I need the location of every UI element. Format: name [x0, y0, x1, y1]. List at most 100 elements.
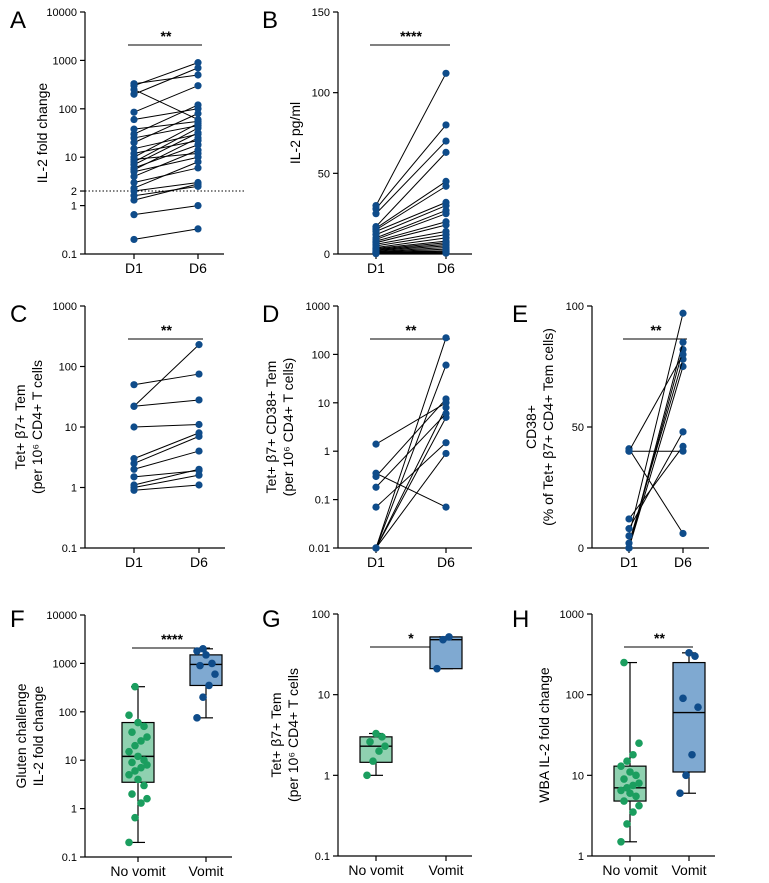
data-point	[378, 733, 386, 741]
pair-line	[133, 205, 199, 216]
pair-line	[375, 402, 447, 445]
data-point	[617, 786, 625, 795]
significance-stars: ****	[400, 28, 422, 44]
y-tick-label: 1000	[306, 301, 330, 313]
data-point-d1	[130, 115, 138, 124]
pair-line	[375, 407, 447, 549]
data-point	[685, 649, 693, 657]
x-tick-label: D1	[620, 554, 638, 570]
x-tick-label: No vomit	[348, 862, 403, 878]
y-tick-label: 10000	[46, 610, 77, 622]
x-tick-label: Vomit	[188, 863, 223, 879]
x-tick-label: Vomit	[671, 862, 706, 878]
pair-line	[133, 470, 200, 478]
pair-line	[133, 113, 199, 144]
x-tick-label: D6	[674, 554, 692, 570]
data-point	[682, 771, 690, 780]
pair-line	[133, 108, 199, 121]
data-point	[691, 652, 699, 660]
data-point	[202, 651, 210, 659]
data-point	[629, 750, 637, 759]
y-tick-label: 10	[65, 422, 77, 434]
pair-line	[375, 417, 447, 549]
y-axis-label-line: Gluten challenge	[13, 683, 29, 788]
pair-line	[133, 228, 199, 240]
data-point	[131, 741, 139, 750]
significance-stars: *	[408, 630, 414, 646]
data-point	[372, 729, 380, 738]
data-point-d6	[194, 82, 202, 90]
pair-line	[375, 248, 447, 253]
data-point	[137, 799, 145, 807]
y-tick-label: 1	[71, 201, 77, 213]
y-tick-label: 1	[578, 851, 584, 863]
y-tick-label: 0.1	[315, 851, 330, 863]
y-axis-label-line: (% of Tet+ β7+ CD4+ Tem cells)	[540, 328, 556, 526]
pair-line	[133, 74, 199, 85]
y-tick-label: 50	[572, 422, 584, 434]
data-point	[196, 661, 204, 670]
data-point	[131, 767, 139, 775]
data-point-d1	[130, 130, 138, 138]
data-point-d1	[625, 532, 633, 540]
pair-line	[628, 354, 684, 452]
y-axis-label-line: IL-2 fold change	[30, 686, 46, 787]
y-tick-label: 1000	[560, 609, 584, 621]
pair-line	[375, 224, 447, 244]
pair-line	[375, 398, 447, 477]
data-point-d6	[194, 178, 202, 187]
data-point-d1	[130, 125, 138, 133]
data-point-d6	[194, 115, 202, 124]
data-point	[131, 813, 139, 822]
pair-line	[628, 431, 684, 529]
pair-line	[375, 234, 447, 247]
pair-line	[375, 364, 447, 549]
y-tick-label: 0.1	[62, 543, 77, 555]
data-point-d6	[194, 130, 202, 138]
data-point	[211, 670, 219, 678]
data-point-d6	[195, 467, 203, 475]
pair-line	[133, 167, 199, 183]
y-tick-label: 10000	[46, 7, 77, 19]
data-point-d6	[442, 399, 450, 407]
data-point-d1	[130, 80, 138, 88]
data-point	[632, 792, 640, 801]
data-point-d6	[195, 396, 203, 404]
data-point-d1	[130, 465, 138, 473]
pair-line	[375, 240, 447, 249]
data-point	[125, 747, 133, 756]
y-tick-label: 0.01	[309, 543, 330, 555]
data-point-d6	[679, 529, 687, 538]
data-point-d1	[130, 184, 138, 192]
data-point-d6	[194, 164, 202, 172]
data-point-d6	[194, 59, 202, 67]
pair-line	[628, 446, 684, 520]
data-point-d1	[130, 235, 138, 244]
panel-c: C 0.1 1 10 100 1000 D1 D6 Tet+ β7+ Tem (per 10⁶ C…	[10, 301, 225, 570]
pair-line	[133, 85, 199, 113]
pair-line	[375, 413, 447, 488]
pair-line	[133, 399, 200, 407]
data-point	[623, 757, 631, 765]
data-point-d1	[130, 455, 138, 463]
y-tick-label: 150	[312, 7, 330, 19]
data-point	[617, 762, 625, 770]
pair-line	[375, 201, 447, 232]
y-tick-label: 10	[65, 755, 77, 767]
pair-line	[133, 140, 199, 154]
significance-stars: **	[654, 630, 665, 646]
data-point-d6	[442, 121, 450, 129]
x-tick-label: D1	[125, 554, 143, 570]
data-point-d1	[372, 544, 380, 552]
y-axis-label-line: (per 10⁶ CD4+ T cells	[285, 668, 301, 802]
panel-d: D 0.01 0.1 1 10 100 1000 D1 D6 Tet+ β7+ CD38+ Tem…	[262, 301, 472, 570]
significance-stars: **	[651, 322, 662, 338]
data-point-d1	[130, 402, 138, 410]
data-point-d6	[442, 69, 450, 77]
data-point	[125, 770, 133, 779]
pair-line	[133, 156, 199, 173]
data-point	[445, 633, 453, 641]
data-point	[208, 659, 216, 668]
data-point	[369, 757, 377, 765]
pair-line	[375, 230, 447, 245]
